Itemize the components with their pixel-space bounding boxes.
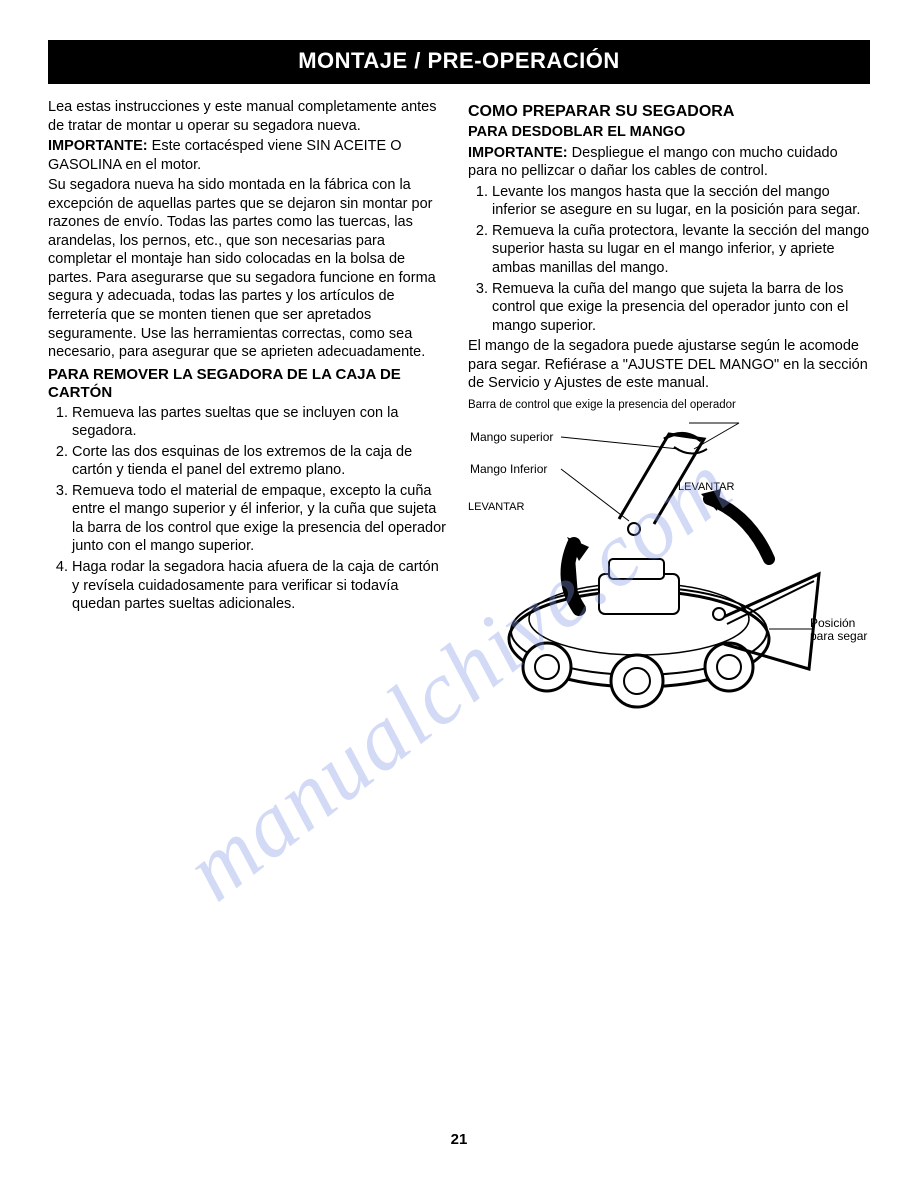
important-note-2: IMPORTANTE: Despliegue el mango con much… [468, 144, 870, 181]
important-note-1: IMPORTANTE: Este cortacésped viene SIN A… [48, 137, 450, 174]
content-columns: Lea estas instrucciones y este manual co… [48, 98, 870, 709]
list-item: Remueva todo el material de empaque, exc… [72, 482, 450, 556]
right-column: COMO PREPARAR SU SEGADORA PARA DESDOBLAR… [468, 98, 870, 709]
mower-diagram: Barra de control que exige la presencia … [468, 399, 870, 709]
label-control-bar: Barra de control que exige la presencia … [468, 399, 736, 412]
unfold-subheading: PARA DESDOBLAR EL MANGO [468, 123, 870, 142]
list-item: Remueva las partes sueltas que se incluy… [72, 404, 450, 441]
prepare-heading: COMO PREPARAR SU SEGADORA [468, 102, 870, 121]
remove-steps: Remueva las partes sueltas que se incluy… [48, 404, 450, 614]
list-item: Corte las dos esquinas de los extremos d… [72, 443, 450, 480]
list-item: Levante los mangos hasta que la sección … [492, 183, 870, 220]
page-number: 21 [451, 1131, 468, 1148]
intro-text: Lea estas instrucciones y este manual co… [48, 98, 450, 135]
left-column: Lea estas instrucciones y este manual co… [48, 98, 450, 709]
assembly-paragraph: Su segadora nueva ha sido montada en la … [48, 176, 450, 361]
mower-illustration [468, 419, 870, 709]
remove-heading: PARA REMOVER LA SEGADORA DE LA CAJA DE C… [48, 366, 450, 402]
closing-note: El mango de la segadora puede ajustarse … [468, 337, 870, 393]
list-item: Remueva la cuña protectora, levante la s… [492, 222, 870, 278]
important-label: IMPORTANTE: [48, 138, 148, 154]
page-header: MONTAJE / PRE-OPERACIÓN [48, 40, 870, 84]
list-item: Haga rodar la segadora hacia afuera de l… [72, 558, 450, 614]
unfold-steps: Levante los mangos hasta que la sección … [468, 183, 870, 335]
list-item: Remueva la cuña del mango que sujeta la … [492, 280, 870, 336]
important-label-2: IMPORTANTE: [468, 145, 568, 161]
